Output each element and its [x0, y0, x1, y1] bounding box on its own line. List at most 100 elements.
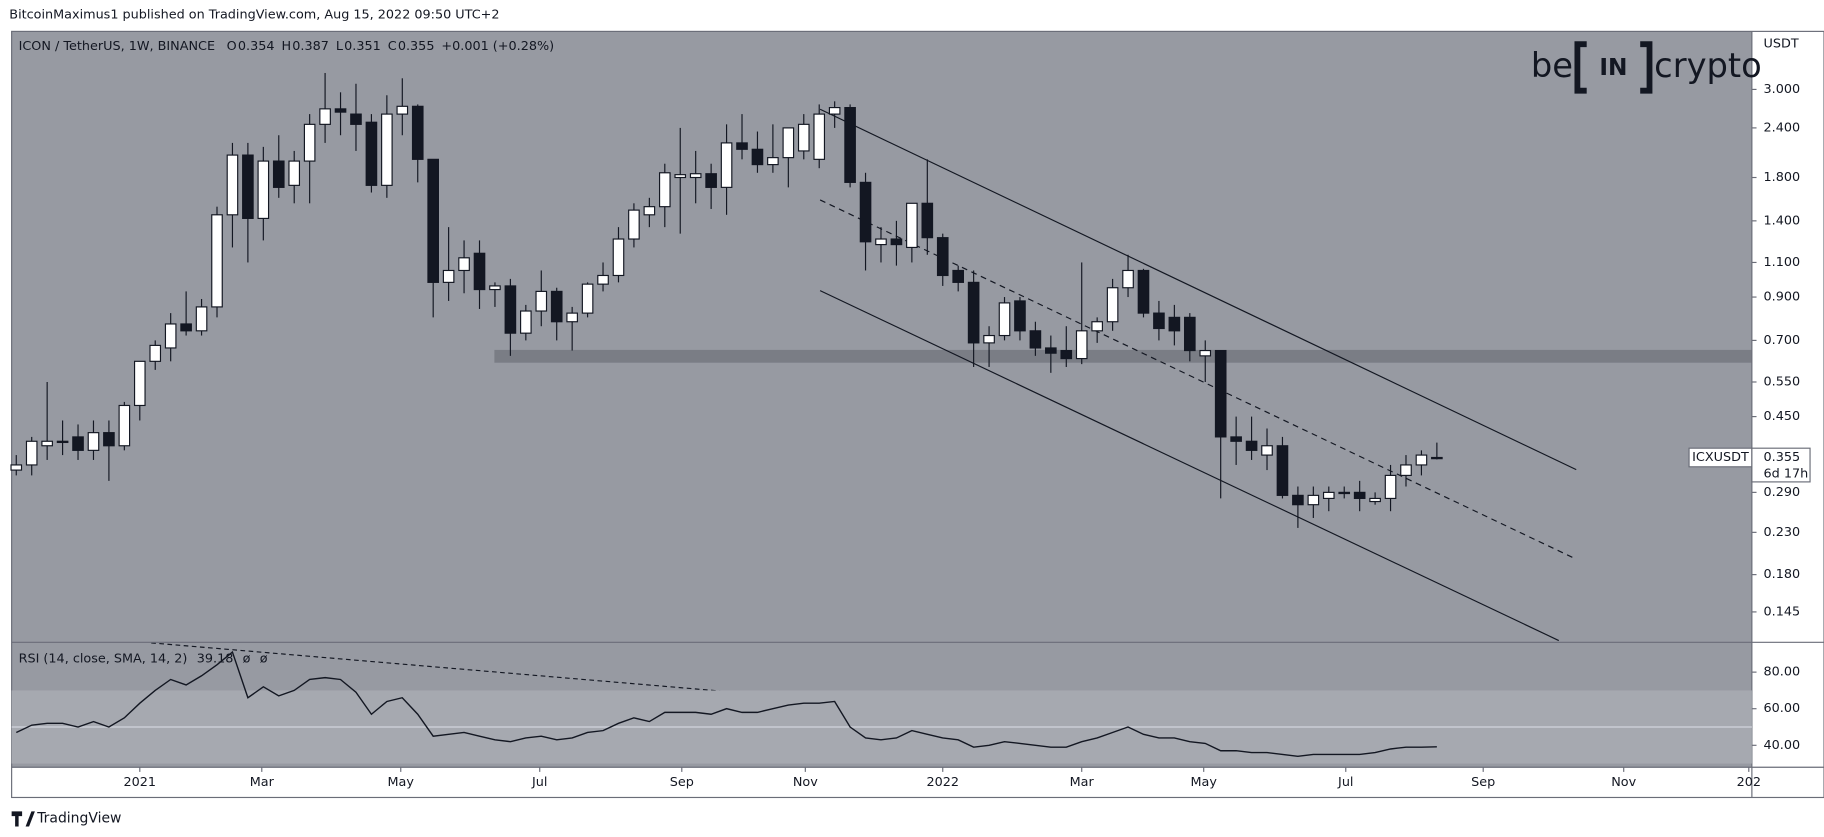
candle-body [952, 269, 965, 283]
candle-body [149, 344, 162, 362]
frame [11, 30, 1824, 799]
candle-body [643, 206, 656, 216]
rsi-line [15, 650, 1437, 758]
candle-body [87, 432, 100, 451]
symbol-title: ICON / TetherUS, 1W, BINANCE [19, 39, 215, 54]
x-tick-label: Nov [793, 775, 818, 790]
candle-body [72, 436, 84, 451]
candle-body [1122, 269, 1134, 289]
candle-body [288, 160, 301, 186]
watermark-crypto: crypto [1654, 46, 1762, 85]
candle-body [983, 334, 995, 344]
candle-body [1384, 474, 1397, 500]
candle-body [1168, 316, 1181, 332]
x-tick-label: Jul [1337, 775, 1353, 790]
candle-body [1369, 497, 1381, 503]
candle-body [350, 113, 362, 125]
candle-body [365, 121, 378, 186]
ohlc-label: L [336, 39, 344, 54]
candle-body [1014, 300, 1026, 332]
candle-body [628, 209, 640, 240]
footer-icon [11, 811, 35, 827]
y-tick-label: 0.700 [1764, 333, 1801, 348]
watermark: be IN crypto [1531, 41, 1762, 94]
y-tick-label: 2.400 [1764, 120, 1801, 135]
symbol-label: ICXUSDT [1692, 450, 1749, 465]
candle-body [1292, 494, 1304, 506]
support-zone [494, 349, 1752, 363]
candle-body [1400, 464, 1412, 476]
y-tick-label: 3.000 [1764, 82, 1801, 97]
candle-body [411, 105, 424, 160]
candle-body [1261, 445, 1273, 456]
rsi-value: 39.18 [197, 652, 234, 667]
y-tick-label: 0.180 [1764, 567, 1801, 582]
candle-body [396, 105, 409, 115]
candle-body [303, 123, 316, 162]
y-tick-label: 0.230 [1764, 525, 1801, 540]
candle-body [1106, 287, 1119, 323]
candle-body [921, 202, 934, 239]
watermark-be: be [1531, 46, 1573, 85]
price-box [1751, 447, 1811, 483]
y-tick-label: 0.290 [1764, 485, 1801, 500]
candle-body [1137, 269, 1150, 314]
rsi-tick-label: 80.00 [1764, 665, 1801, 680]
candle-body [689, 173, 702, 179]
candle-body [180, 323, 192, 332]
candle-body [566, 312, 578, 323]
candle-body [658, 172, 671, 208]
y-tick-label: 1.800 [1764, 170, 1801, 185]
candle-body [25, 440, 38, 466]
candle-body [705, 173, 717, 188]
candle-body [195, 306, 208, 332]
ohlc-value: 0.351 [344, 39, 381, 54]
candle-body [998, 302, 1011, 337]
candle-body [1091, 321, 1103, 332]
candle-body [1322, 491, 1335, 500]
candle-body [1199, 349, 1212, 357]
candle-body [520, 310, 532, 334]
candle-body [1075, 330, 1088, 360]
candle-body [458, 257, 470, 272]
channel-upper [819, 108, 1577, 471]
candle-body [1214, 349, 1227, 438]
candle-body [751, 148, 764, 166]
footer-logo: TradingView [11, 810, 121, 827]
candle-body [890, 238, 903, 246]
countdown: 6d 17h [1764, 466, 1809, 481]
ohlc-value: 0.387 [292, 39, 329, 54]
y-tick-label: 0.450 [1764, 409, 1801, 424]
candle-body [118, 404, 131, 447]
candle-body [967, 281, 980, 344]
candle-body [1353, 491, 1366, 500]
candle-body [797, 123, 810, 152]
candle-body [56, 440, 69, 444]
rsi-flag: ø [243, 652, 251, 667]
candle-body [1245, 440, 1258, 451]
candle-body [844, 107, 856, 183]
candle-body [736, 142, 748, 150]
candle-body [226, 154, 239, 216]
x-tick-label: Sep [1471, 775, 1495, 790]
candle-body [1276, 445, 1289, 496]
ohlc-value: 0.355 [398, 39, 435, 54]
candle-body [782, 127, 795, 159]
x-tick-label: Mar [1070, 775, 1095, 790]
y-tick-label: 0.900 [1764, 290, 1801, 305]
candle-body [41, 440, 53, 447]
candle-body [272, 160, 285, 188]
candle-body [427, 158, 439, 283]
candle-body [1153, 312, 1165, 330]
rsi-title: RSI (14, close, SMA, 14, 2) [19, 652, 188, 667]
candle-body [906, 202, 918, 249]
candle-body [211, 214, 223, 308]
x-tick-label: Jul [531, 775, 547, 790]
candle-body [875, 238, 887, 246]
candle-body [828, 107, 841, 115]
last-price: 0.355 [1764, 450, 1801, 465]
candle-body [1431, 456, 1443, 460]
candle-body [1029, 330, 1042, 349]
x-tick-label: Mar [250, 775, 275, 790]
